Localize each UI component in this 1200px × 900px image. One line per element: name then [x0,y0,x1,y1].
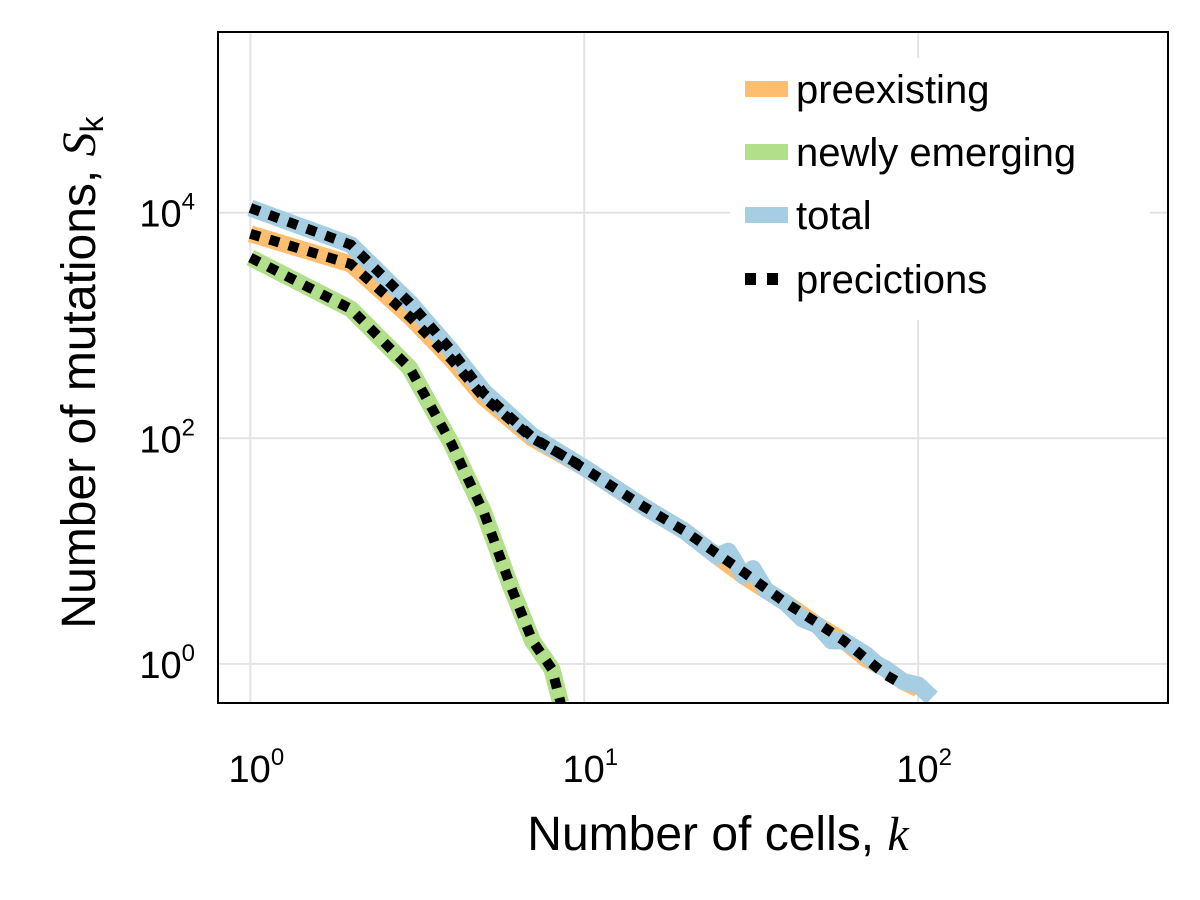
y-axis-label: Number of mutations, Sk [53,115,110,628]
y-tick-label: 100 [139,640,195,687]
x-tick-label: 101 [562,744,618,791]
legend-label: total [796,194,872,238]
prediction-curve [248,253,566,703]
x-tick-label: 102 [896,744,952,791]
x-axis-label-variable: k [887,808,910,861]
y-axis-label-variable: S [53,132,106,156]
x-axis-label: Number of cells, k [527,808,910,861]
legend-label: newly emerging [796,131,1076,175]
plot-frame [217,31,1169,704]
legend-label: preexisting [796,68,989,112]
prediction-curve [248,203,906,690]
x-tick-label: 100 [229,744,285,791]
legend: preexisting newly emerging total preciction… [730,58,1150,320]
y-tick-label: 102 [139,414,195,461]
y-axis-label-subscript: k [74,115,110,132]
legend-label: precictions [796,258,987,302]
axis-ticks: 100 101 102 100 102 104 [139,189,952,791]
legend-background [730,58,1150,320]
x-axis-label-text: Number of cells, [527,808,887,861]
prediction-curve [248,229,587,472]
y-axis-label-text: Number of mutations, [53,156,106,628]
plot-series [246,200,938,703]
y-tick-label: 104 [139,189,195,236]
